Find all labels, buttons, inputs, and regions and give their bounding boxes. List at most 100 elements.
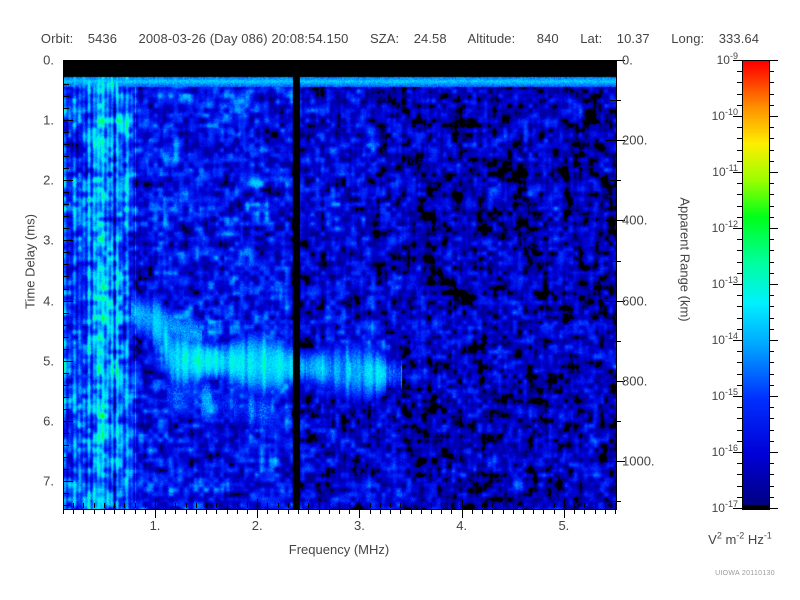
axis-tick [63, 252, 69, 253]
axis-tick [605, 509, 606, 514]
axis-tick [769, 452, 778, 453]
axis-tick [145, 61, 146, 65]
colorbar-tick-exponent: -10 [724, 107, 738, 117]
axis-tick [737, 463, 742, 464]
axis-tick [574, 509, 575, 514]
axis-tick [63, 505, 69, 506]
radargram-plot-area [63, 60, 617, 510]
axis-tick [216, 509, 217, 514]
axis-tick [737, 474, 742, 475]
axis-tick [737, 161, 742, 162]
axis-tick [451, 503, 452, 508]
axis-tick [737, 71, 742, 72]
axis-tick [400, 61, 401, 65]
axis-tick [83, 503, 84, 508]
axis-tick [186, 503, 187, 508]
axis-tick [769, 94, 774, 95]
colorbar-tick-exponent: -9 [729, 51, 738, 61]
axis-tick [196, 509, 197, 514]
axis-tick [339, 503, 340, 508]
axis-tick [482, 61, 483, 65]
axis-tick [63, 240, 73, 241]
axis-tick [610, 421, 616, 422]
units-v: V [708, 532, 717, 547]
y-axis-left-tick-label: 7. [43, 473, 54, 489]
axis-tick [616, 381, 625, 382]
axis-tick [615, 503, 616, 508]
axis-tick [63, 72, 69, 73]
axis-tick [584, 503, 585, 508]
axis-tick [63, 192, 69, 193]
axis-tick [370, 503, 371, 508]
axis-tick [288, 509, 289, 514]
axis-tick [237, 509, 238, 514]
sza-label: SZA: [369, 31, 400, 46]
axis-tick [247, 61, 248, 65]
axis-tick [175, 503, 176, 508]
colorbar-tick-mantissa: 10 [711, 109, 725, 123]
long-label: Long: [671, 31, 705, 46]
axis-tick [595, 61, 596, 65]
axis-tick [165, 61, 166, 65]
axis-tick [165, 509, 166, 514]
axis-tick [472, 61, 473, 65]
axis-tick [63, 289, 69, 290]
axis-tick [288, 61, 289, 65]
long-value: 333.64 [718, 31, 760, 46]
x-axis-labels: 1. 2. 3. 4. 5. [0, 518, 800, 536]
axis-tick [63, 457, 69, 458]
axis-tick [339, 509, 340, 514]
axis-tick [574, 61, 575, 65]
colorbar-tick-mantissa: 10 [711, 333, 725, 347]
axis-tick [769, 161, 774, 162]
axis-tick [63, 337, 69, 338]
units-m: m [721, 532, 737, 547]
axis-tick [533, 61, 534, 65]
axis-tick [737, 94, 742, 95]
axis-tick [267, 61, 268, 65]
observation-datetime: 2008-03-26 (Day 086) 20:08:54.150 [138, 31, 349, 46]
axis-tick [63, 433, 69, 434]
axis-tick [616, 421, 621, 422]
axis-tick [421, 61, 422, 65]
axis-tick [390, 509, 391, 514]
axis-tick [441, 61, 442, 65]
axis-tick [63, 385, 69, 386]
axis-tick [63, 156, 69, 157]
axis-tick [63, 204, 69, 205]
axis-tick [186, 509, 187, 514]
axis-tick [482, 509, 483, 514]
axis-tick [503, 503, 504, 508]
axis-tick [769, 228, 778, 229]
axis-tick [605, 61, 606, 65]
colorbar-units: V2 m-2 Hz-1 [680, 531, 800, 547]
axis-tick [737, 374, 742, 375]
axis-tick [616, 501, 621, 502]
lat-value: 10.37 [616, 31, 650, 46]
axis-tick [574, 503, 575, 508]
axis-tick [63, 264, 69, 265]
figure-header: Orbit: 5436 2008-03-26 (Day 086) 20:08:5… [0, 31, 800, 46]
axis-tick [114, 61, 115, 65]
axis-tick [769, 172, 778, 173]
axis-tick [135, 61, 136, 65]
colorbar-tick-exponent: -17 [724, 499, 738, 509]
axis-tick [73, 503, 74, 508]
axis-tick [554, 503, 555, 508]
axis-tick [737, 441, 742, 442]
colorbar-tick-label: 10-12 [712, 220, 738, 236]
axis-tick [769, 262, 774, 263]
colorbar-labels: 10-9 10-10 10-11 10-12 10-13 10-14 10-15 10-16 1… [688, 52, 738, 516]
axis-tick [769, 306, 774, 307]
y-axis-left-tick-label: 5. [43, 353, 54, 369]
axis-tick [114, 503, 115, 508]
axis-tick [124, 61, 125, 65]
axis-tick [175, 61, 176, 65]
axis-tick [308, 509, 309, 514]
axis-tick [349, 509, 350, 514]
axis-tick [63, 120, 73, 121]
radargram-heatmap [64, 61, 616, 509]
axis-tick [737, 497, 742, 498]
y-axis-right-tick-label: 600. [622, 293, 648, 309]
axis-tick [472, 509, 473, 514]
